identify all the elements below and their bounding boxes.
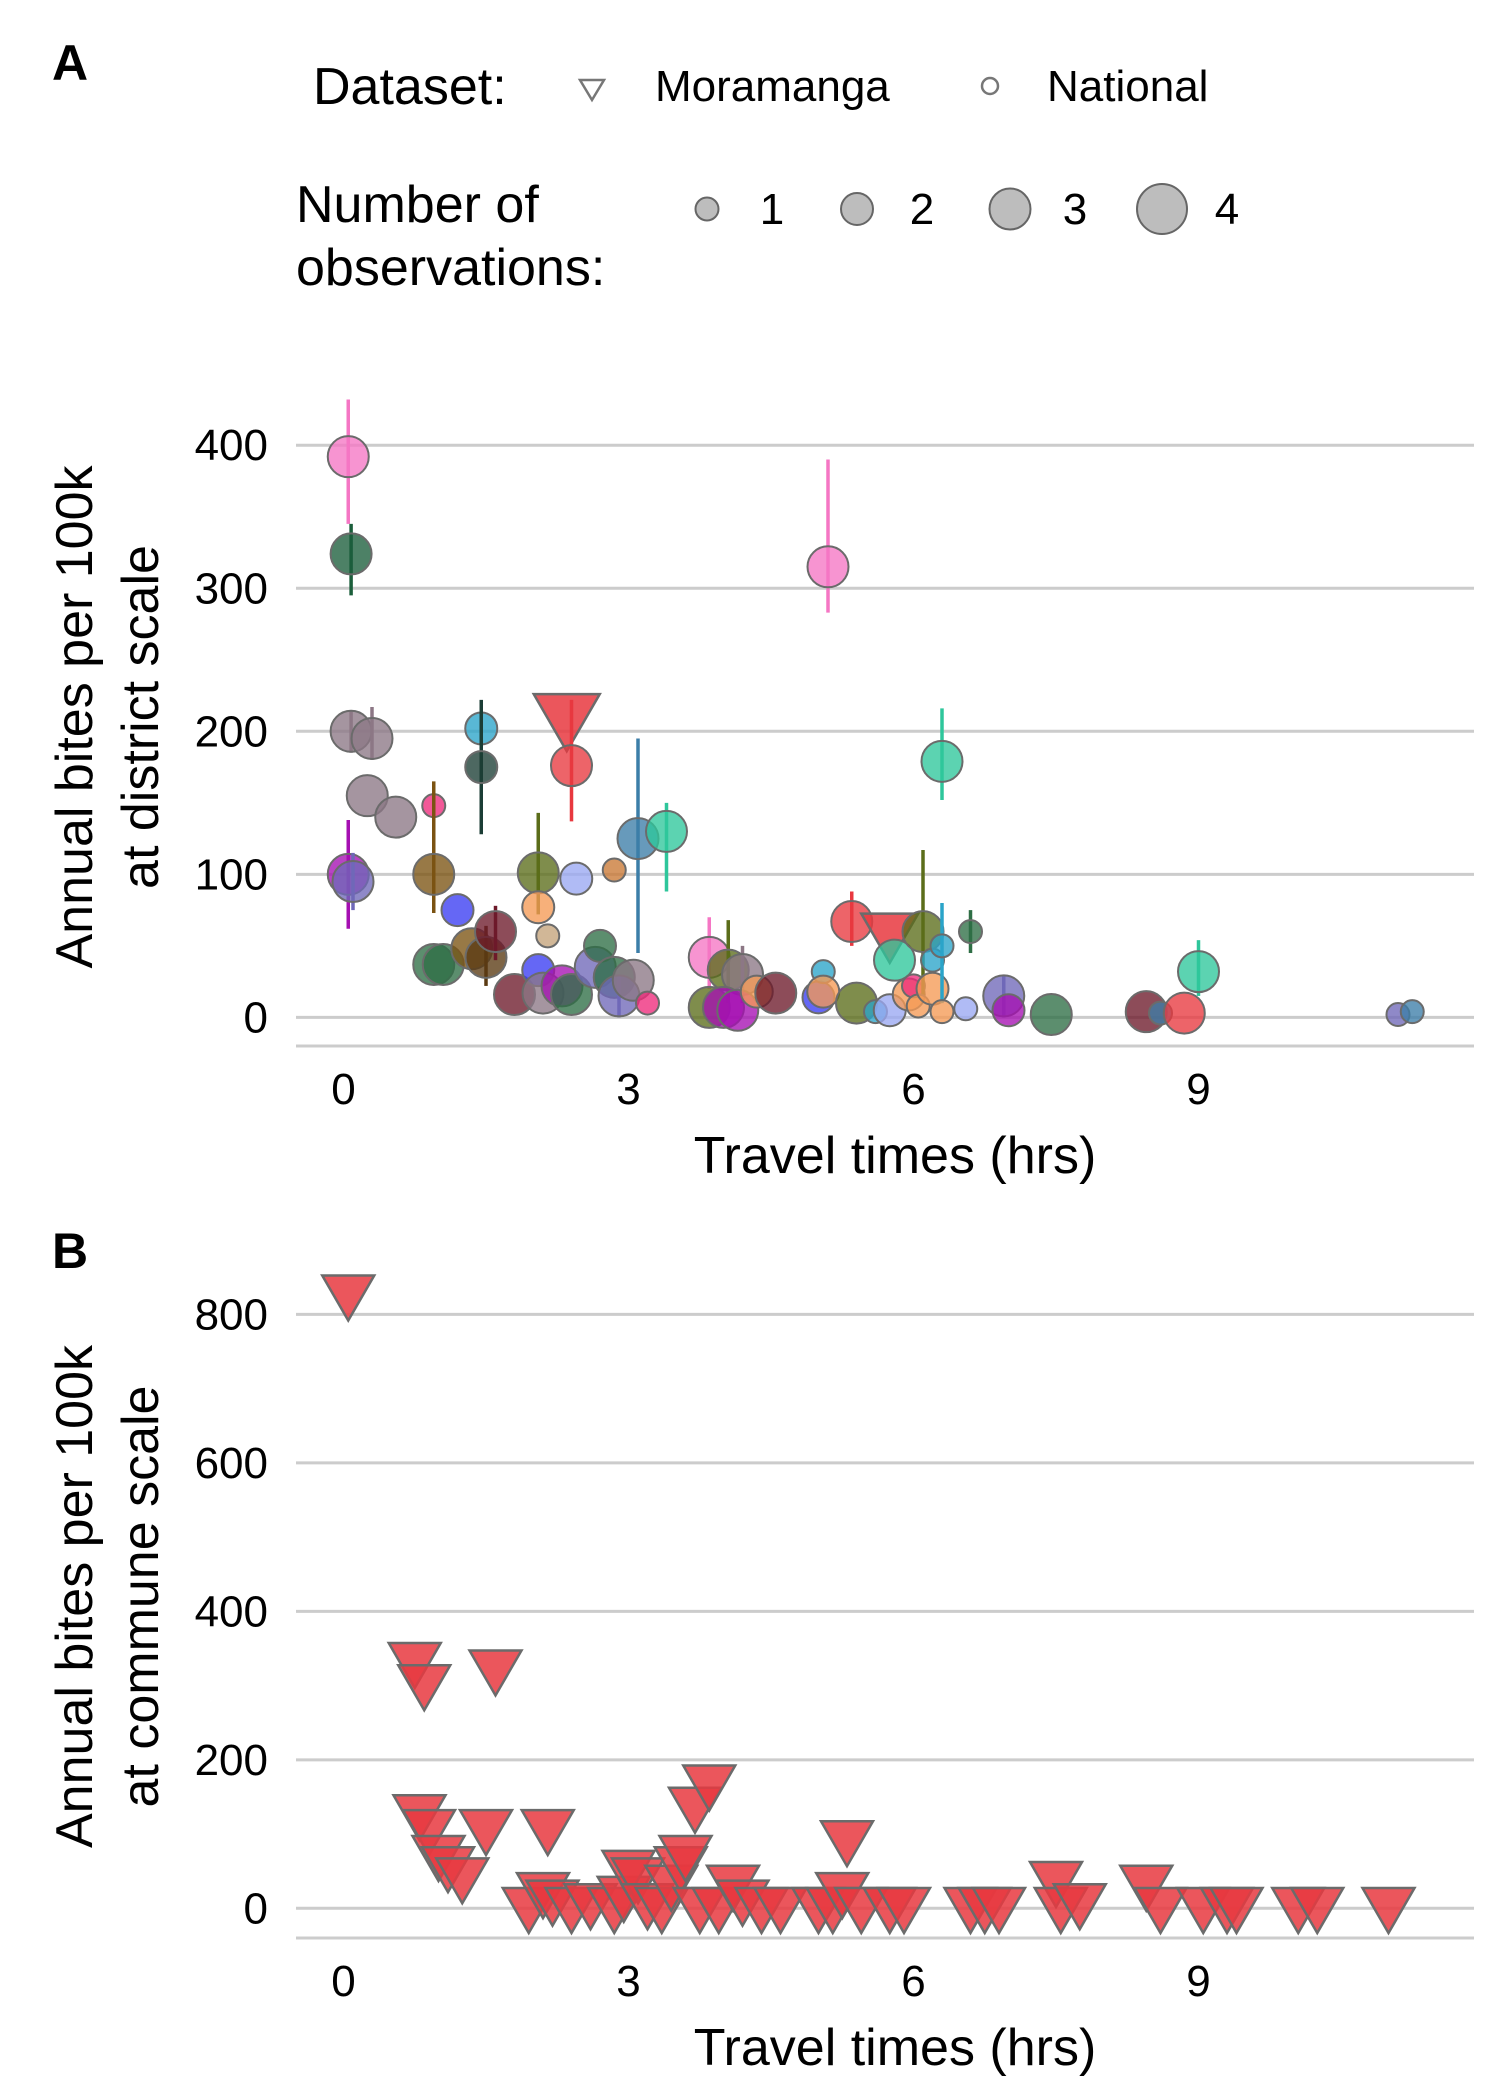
- panel-b-data-point-triangle: [875, 1886, 933, 1936]
- panel-b-data-point-triangle: [818, 1819, 876, 1869]
- panel-b-data-point-triangle: [434, 1857, 491, 1906]
- panel-a-data-point: [645, 809, 688, 853]
- panel-b-data-point-triangle: [1360, 1886, 1417, 1936]
- panel-a-data-point: [550, 744, 593, 788]
- panel-a-data-point: [326, 435, 370, 479]
- panel-a-data-point: [521, 890, 556, 925]
- panel-a-x-tick-label: 3: [616, 1065, 640, 1114]
- panel-b-x-axis-title: Travel times (hrs): [694, 2019, 1097, 2077]
- panel-a-data-point: [611, 958, 655, 1002]
- panel-a-x-axis-title: Travel times (hrs): [694, 1127, 1097, 1185]
- panel-b-x-tick-label: 0: [331, 1957, 355, 2006]
- panel-letter-a: A: [52, 35, 88, 91]
- legend-size-label: 1: [760, 185, 784, 234]
- panel-b-y-tick-label: 600: [195, 1439, 268, 1488]
- panel-a-data-point: [920, 739, 964, 783]
- panel-a-data-point: [806, 974, 841, 1009]
- panel-b-y-axis-title-line2: at commune scale: [112, 1386, 170, 1808]
- panel-a-data-point: [635, 990, 660, 1016]
- panel-b-x-tick-label: 9: [1186, 1957, 1210, 2006]
- panel-b-y-tick-label: 200: [195, 1736, 268, 1785]
- panel-b-y-axis-title-line1: Annual bites per 100k: [46, 1344, 104, 1848]
- legend-size-circle-icon: [988, 187, 1032, 231]
- panel-a-y-tick-label: 300: [195, 564, 268, 613]
- legend: Dataset: Moramanga National Number of ob…: [296, 58, 1239, 297]
- panel-b-data-point-triangle: [681, 1764, 738, 1814]
- panel-b-chart: 0 200 400 600 800 0 3 6 9 Travel times (hrs) Annua…: [46, 1274, 1474, 2077]
- panel-a-data-point: [1399, 999, 1425, 1025]
- legend-size-title-line2: observations:: [296, 239, 605, 297]
- panel-a-data-point: [1162, 991, 1206, 1035]
- legend-size-circle-icon: [694, 196, 720, 222]
- panel-a-chart: 0 100 200 300 400 0 3 6 9 Travel times (hrs) Annua…: [46, 399, 1474, 1185]
- panel-b-y-tick-label: 400: [195, 1587, 268, 1636]
- panel-a-data-point: [412, 852, 456, 896]
- panel-a-data-point: [329, 532, 373, 576]
- panel-b-data-point-triangle: [752, 1886, 809, 1936]
- panel-b-data-point-triangle: [1132, 1886, 1189, 1936]
- legend-size-circle-icon: [840, 192, 874, 226]
- legend-dataset-item-national: National: [1047, 62, 1208, 111]
- panel-b-data-point-triangle: [1289, 1886, 1346, 1936]
- panel-a-y-axis-title-line1: Annual bites per 100k: [46, 464, 104, 968]
- panel-a-data-point: [559, 861, 594, 896]
- panel-a-data-point: [806, 545, 850, 589]
- panel-a-data-point: [550, 973, 593, 1017]
- panel-b-data-point-triangle: [400, 1808, 458, 1858]
- panel-a-data-point: [1177, 950, 1220, 994]
- panel-a-x-tick-label: 9: [1186, 1065, 1210, 1114]
- legend-dataset-item-moramanga: Moramanga: [655, 62, 890, 111]
- panel-a-data-point: [516, 851, 560, 895]
- panel-a-data-point: [991, 993, 1026, 1028]
- panel-b-data-point-triangle: [519, 1808, 576, 1858]
- legend-size-circle-icon: [1136, 183, 1188, 235]
- panel-a-y-tick-label: 100: [195, 850, 268, 899]
- panel-a-y-tick-label: 400: [195, 421, 268, 470]
- panel-a-data-point: [929, 999, 955, 1025]
- panel-a-y-tick-label: 0: [244, 993, 268, 1042]
- panel-a-data-point: [953, 996, 979, 1022]
- panel-letter-b: B: [52, 1223, 88, 1279]
- panel-a-data-point: [535, 923, 561, 949]
- panel-a-x-tick-label: 6: [901, 1065, 925, 1114]
- panel-a-data-point: [929, 933, 955, 959]
- panel-b-y-tick-label: 0: [244, 1884, 268, 1933]
- panel-b-data-point-triangle: [1051, 1883, 1108, 1932]
- panel-b-data-point-triangle: [320, 1274, 377, 1324]
- panel-a-data-point: [474, 910, 517, 954]
- panel-a-data-point: [1029, 993, 1073, 1037]
- legend-size-label: 2: [910, 185, 934, 234]
- legend-size-label: 4: [1215, 185, 1239, 234]
- panel-b-data-point-triangle: [457, 1808, 515, 1858]
- panel-a-data-point: [958, 919, 983, 945]
- panel-a-data-point: [374, 795, 418, 839]
- panel-b-y-tick-label: 800: [195, 1290, 268, 1339]
- panel-a-data-point: [873, 938, 916, 982]
- panel-a-x-tick-label: 0: [331, 1065, 355, 1114]
- legend-triangle-icon: [577, 78, 607, 103]
- panel-b-x-tick-label: 3: [616, 1957, 640, 2006]
- panel-b-data-point-triangle: [1208, 1886, 1265, 1936]
- panel-b-data-point-triangle: [396, 1664, 453, 1713]
- panel-a-y-tick-label: 200: [195, 707, 268, 756]
- legend-size-label: 3: [1063, 185, 1087, 234]
- panel-a-data-point: [350, 716, 394, 760]
- panel-a-data-point: [464, 750, 499, 785]
- panel-b-x-tick-label: 6: [901, 1957, 925, 2006]
- legend-circle-icon: [980, 76, 1000, 96]
- panel-a-data-point: [440, 893, 475, 928]
- panel-a-y-axis-title-line2: at district scale: [112, 545, 170, 889]
- panel-b-data-point-triangle: [657, 1834, 714, 1884]
- panel-a-data-point-triangle: [531, 692, 602, 754]
- panel-a-data-point: [601, 857, 627, 883]
- panel-b-data-point-triangle: [467, 1649, 524, 1698]
- panel-b-data-point-triangle: [970, 1886, 1028, 1936]
- legend-dataset-title: Dataset:: [313, 58, 507, 116]
- panel-a-data-point: [331, 860, 375, 903]
- panel-a-data-point: [754, 971, 798, 1015]
- legend-size-title-line1: Number of: [296, 176, 539, 234]
